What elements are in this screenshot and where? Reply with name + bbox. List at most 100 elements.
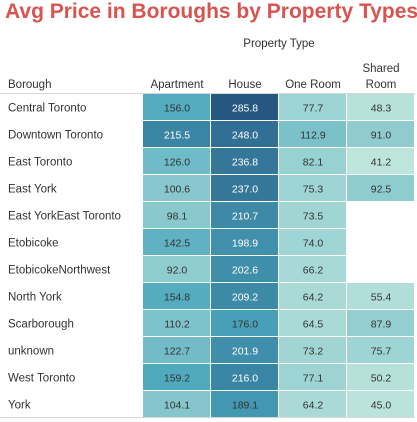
heatmap-cell-value: 248.0 bbox=[232, 130, 258, 142]
heatmap-cell-value: 110.2 bbox=[164, 319, 190, 331]
heatmap-cell[interactable] bbox=[143, 310, 210, 336]
heatmap-cell-value: 215.5 bbox=[164, 130, 190, 142]
col-header-apartment: Apartment bbox=[150, 79, 204, 91]
row-label: Etobicoke bbox=[8, 238, 59, 250]
heatmap-cell[interactable] bbox=[211, 148, 278, 174]
heatmap-cell-value: 126.0 bbox=[164, 157, 190, 169]
heatmap-cell[interactable] bbox=[347, 148, 414, 174]
heatmap-cell[interactable] bbox=[347, 175, 414, 201]
heatmap-cell[interactable] bbox=[143, 391, 210, 417]
heatmap-cell-value: 285.8 bbox=[232, 103, 258, 115]
heatmap-cell-value: 55.4 bbox=[371, 292, 392, 304]
row-label: West Toronto bbox=[8, 373, 75, 385]
heatmap-cell-value: 122.7 bbox=[164, 346, 190, 358]
heatmap-cell-value: 45.0 bbox=[371, 400, 392, 412]
heatmap-cell[interactable] bbox=[279, 364, 346, 390]
heatmap-cell-value: 77.1 bbox=[303, 373, 324, 385]
heatmap-grid: Central Toronto 156.0 285.8 77.7 48.3 Downtow… bbox=[8, 94, 414, 417]
heatmap-cell[interactable] bbox=[279, 94, 346, 120]
heatmap-cell[interactable] bbox=[211, 202, 278, 228]
heatmap-cell[interactable] bbox=[211, 364, 278, 390]
heatmap-cell[interactable] bbox=[211, 310, 278, 336]
heatmap-cell-value: 73.2 bbox=[303, 346, 324, 358]
heatmap-cell[interactable] bbox=[143, 364, 210, 390]
heatmap-cell-value: 189.1 bbox=[232, 400, 258, 412]
heatmap-cell[interactable] bbox=[279, 256, 346, 282]
heatmap-cell-value: 112.9 bbox=[300, 130, 326, 142]
header-divider bbox=[0, 93, 415, 94]
heatmap-cell-value: 201.9 bbox=[232, 346, 258, 358]
heatmap-cell-value: 66.2 bbox=[303, 265, 324, 277]
row-label: Central Toronto bbox=[8, 103, 86, 115]
heatmap-cell-value: 100.6 bbox=[164, 184, 190, 196]
heatmap-cell[interactable] bbox=[211, 229, 278, 255]
heatmap-cell[interactable] bbox=[143, 148, 210, 174]
heatmap-cell-value: 237.0 bbox=[232, 184, 258, 196]
heatmap-cell-value: 142.5 bbox=[164, 238, 190, 250]
row-label: EtobicokeNorthwest bbox=[8, 265, 111, 277]
heatmap-cell[interactable] bbox=[211, 256, 278, 282]
heatmap-cell-value: 104.1 bbox=[164, 400, 190, 412]
heatmap-cell[interactable] bbox=[347, 391, 414, 417]
column-group-label: Property Type bbox=[243, 38, 315, 50]
heatmap-cell[interactable] bbox=[143, 121, 210, 147]
heatmap-cell-value: 210.7 bbox=[232, 211, 258, 223]
heatmap-cell[interactable] bbox=[211, 121, 278, 147]
heatmap-cell-value: 91.0 bbox=[371, 130, 392, 142]
heatmap-cell-value: 92.5 bbox=[371, 184, 392, 196]
col-header-house: House bbox=[228, 79, 262, 91]
heatmap-cell-value: 74.0 bbox=[303, 238, 324, 250]
heatmap-cell[interactable] bbox=[279, 148, 346, 174]
heatmap-cell-value: 154.8 bbox=[164, 292, 190, 304]
heatmap-cell-value: 176.0 bbox=[232, 319, 258, 331]
row-header-title: Borough bbox=[8, 79, 52, 91]
heatmap-cell[interactable] bbox=[347, 310, 414, 336]
heatmap-cell-value: 73.5 bbox=[303, 211, 324, 223]
heatmap-cell[interactable] bbox=[347, 121, 414, 147]
row-label: East YorkEast Toronto bbox=[8, 211, 121, 223]
heatmap-cell[interactable] bbox=[143, 256, 210, 282]
heatmap-cell[interactable] bbox=[143, 175, 210, 201]
heatmap-cell-value: 64.2 bbox=[303, 400, 324, 412]
heatmap-cell[interactable] bbox=[143, 94, 210, 120]
heatmap-cell-value: 159.2 bbox=[164, 373, 190, 385]
heatmap-cell[interactable] bbox=[347, 364, 414, 390]
heatmap-cell-value: 198.9 bbox=[232, 238, 258, 250]
heatmap-cell[interactable] bbox=[143, 337, 210, 363]
heatmap-cell[interactable] bbox=[347, 337, 414, 363]
heatmap-cell[interactable] bbox=[143, 283, 210, 309]
heatmap-cell[interactable] bbox=[347, 94, 414, 120]
heatmap-cell[interactable] bbox=[211, 94, 278, 120]
heatmap-cell[interactable] bbox=[279, 175, 346, 201]
heatmap-cell[interactable] bbox=[211, 391, 278, 417]
heatmap-cell[interactable] bbox=[279, 310, 346, 336]
heatmap-cell-value: 236.8 bbox=[232, 157, 258, 169]
heatmap-cell[interactable] bbox=[347, 283, 414, 309]
col-header-shared-room-label: Shared Room bbox=[362, 63, 400, 91]
row-label: East York bbox=[8, 184, 57, 196]
heatmap-cell[interactable] bbox=[279, 283, 346, 309]
heatmap-cell[interactable] bbox=[279, 229, 346, 255]
heatmap-cell[interactable] bbox=[279, 202, 346, 228]
heatmap-cell[interactable] bbox=[279, 121, 346, 147]
heatmap-cell[interactable] bbox=[211, 175, 278, 201]
heatmap-cell-value: 77.7 bbox=[303, 103, 324, 115]
heatmap-cell[interactable] bbox=[143, 229, 210, 255]
heatmap-cell[interactable] bbox=[143, 202, 210, 228]
heatmap-cell-value: 41.2 bbox=[371, 157, 392, 169]
heatmap-cell-value: 75.3 bbox=[303, 184, 324, 196]
heatmap-cell[interactable] bbox=[279, 391, 346, 417]
heatmap-cell[interactable] bbox=[211, 337, 278, 363]
col-header-one-room: One Room bbox=[285, 79, 341, 91]
heatmap-cell-value: 156.0 bbox=[164, 103, 190, 115]
heatmap-cell-value: 64.5 bbox=[303, 319, 324, 331]
chart-title: Avg Price in Boroughs by Property Types bbox=[5, 0, 417, 23]
heatmap-cell[interactable] bbox=[211, 283, 278, 309]
row-label: Downtown Toronto bbox=[8, 130, 103, 142]
row-label: unknown bbox=[8, 346, 54, 358]
heatmap-cell-value: 64.2 bbox=[303, 292, 324, 304]
col-header-shared-room: Shared Room bbox=[347, 63, 415, 92]
heatmap-cell-value: 75.7 bbox=[371, 346, 392, 358]
heatmap-cell[interactable] bbox=[279, 337, 346, 363]
heatmap-cell-value: 202.6 bbox=[232, 265, 258, 277]
